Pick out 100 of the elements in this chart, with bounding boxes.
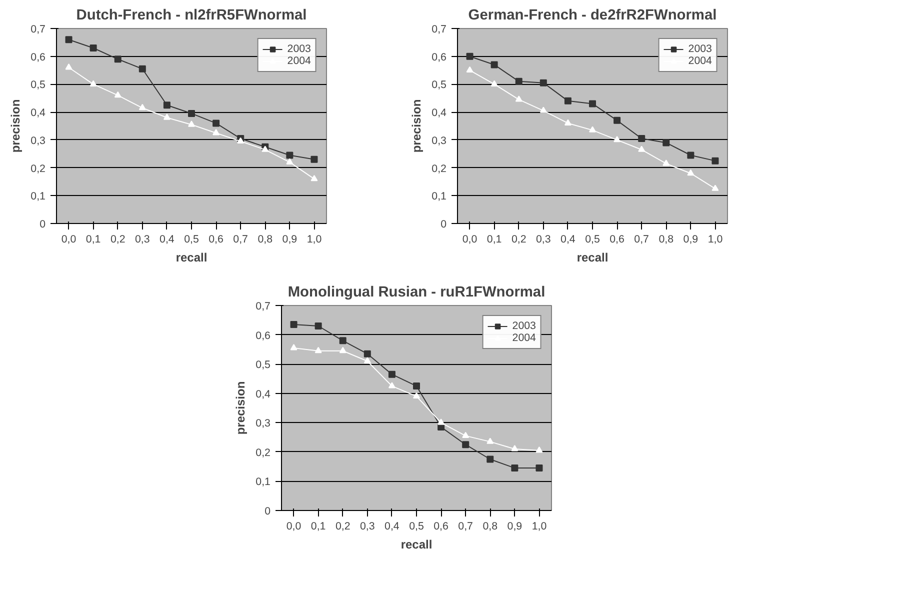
y-tick-label: 0,7	[256, 300, 271, 312]
point	[65, 36, 72, 44]
x-tick-label: 0,7	[458, 520, 474, 532]
x-tick-label: 1,0	[708, 234, 723, 246]
y-tick-label: 0,2	[432, 162, 447, 175]
point	[490, 61, 498, 68]
point	[413, 382, 420, 390]
y-tick-label: 0,4	[256, 388, 271, 400]
x-tick-label: 0,2	[335, 520, 350, 532]
point	[262, 146, 269, 152]
point	[466, 52, 474, 60]
point	[314, 322, 322, 330]
point	[339, 346, 346, 354]
x-tick-label: 1,0	[532, 520, 547, 532]
point	[511, 464, 518, 472]
point	[687, 152, 694, 159]
chart-title: Monolingual Rusian - ruR1FWnormal	[288, 284, 546, 300]
point	[486, 456, 494, 463]
legend-label: 2003	[688, 43, 712, 55]
chart-title: Dutch-French - nl2frR5FWnormal	[76, 8, 307, 24]
point	[388, 370, 396, 378]
y-axis-title: precision	[410, 99, 424, 153]
x-axis-title: recall	[576, 250, 608, 264]
x-axis-title: recall	[176, 250, 208, 264]
point	[536, 464, 543, 472]
point	[114, 56, 122, 63]
point	[662, 139, 670, 146]
x-tick-label: 0,6	[610, 234, 625, 246]
legend-label: 2003	[287, 43, 311, 55]
point	[540, 106, 547, 113]
y-tick-label: 0,5	[30, 79, 46, 92]
point	[339, 337, 346, 344]
x-tick-label: 0,3	[135, 234, 150, 246]
point	[212, 129, 220, 136]
point	[90, 80, 97, 86]
x-tick-label: 0,8	[482, 520, 498, 532]
point	[466, 66, 474, 73]
point	[310, 156, 318, 163]
x-tick-label: 0,6	[208, 234, 224, 246]
y-tick-label: 0,1	[432, 190, 447, 203]
y-tick-label: 0,2	[30, 162, 46, 175]
point	[638, 135, 646, 142]
point	[712, 157, 719, 164]
x-tick-label: 0,1	[486, 234, 502, 246]
y-tick-label: 0	[40, 218, 46, 230]
y-tick-label: 0,6	[256, 330, 271, 342]
point	[314, 346, 322, 354]
x-tick-label: 0,8	[258, 234, 273, 246]
x-tick-label: 0,0	[286, 520, 302, 532]
point	[114, 91, 122, 98]
x-tick-label: 0,7	[634, 234, 650, 246]
x-tick-label: 0,7	[233, 234, 248, 246]
point	[712, 184, 719, 191]
y-tick-label: 0	[440, 218, 447, 230]
point	[65, 64, 72, 70]
point	[589, 126, 596, 132]
text: 2004	[512, 332, 536, 344]
point	[589, 100, 596, 108]
x-tick-label: 0,4	[160, 234, 174, 246]
point	[310, 174, 318, 182]
point	[515, 78, 522, 85]
point	[540, 79, 547, 86]
x-tick-label: 0,9	[507, 520, 522, 532]
x-tick-label: 0,5	[409, 520, 424, 532]
x-axis-title: recall	[400, 538, 432, 552]
point	[515, 96, 522, 102]
point	[212, 120, 220, 127]
x-tick-label: 0,3	[536, 234, 551, 246]
x-tick-label: 0,2	[110, 234, 126, 246]
point	[564, 119, 572, 126]
point	[364, 350, 371, 358]
point	[462, 441, 470, 448]
x-tick-label: 1,0	[306, 234, 322, 246]
text: 2004	[287, 55, 311, 67]
point	[90, 44, 97, 52]
point	[614, 116, 621, 124]
y-tick-label: 0,4	[30, 107, 46, 120]
y-axis-title: precision	[234, 381, 248, 435]
point	[364, 357, 371, 364]
y-tick-label: 0,3	[256, 418, 271, 430]
y-tick-label: 0,3	[432, 134, 447, 147]
point	[188, 110, 195, 117]
point	[536, 446, 543, 453]
y-axis-title: precision	[8, 99, 23, 153]
x-tick-label: 0,2	[511, 234, 526, 246]
point	[188, 120, 195, 127]
x-tick-label: 0,0	[462, 234, 478, 246]
y-tick-label: 0,6	[30, 51, 46, 64]
x-tick-label: 0,9	[282, 234, 298, 246]
y-tick-label: 0	[264, 506, 271, 518]
x-tick-label: 0,4	[384, 520, 400, 532]
x-tick-label: 0,3	[360, 520, 375, 532]
y-tick-label: 0,1	[256, 476, 271, 488]
point	[413, 392, 420, 399]
legend-label: 2003	[512, 320, 536, 332]
point	[462, 432, 470, 438]
y-tick-label: 0,4	[432, 107, 447, 120]
text: 2004	[688, 55, 712, 67]
y-tick-label: 0,5	[432, 79, 447, 92]
point	[163, 102, 170, 109]
